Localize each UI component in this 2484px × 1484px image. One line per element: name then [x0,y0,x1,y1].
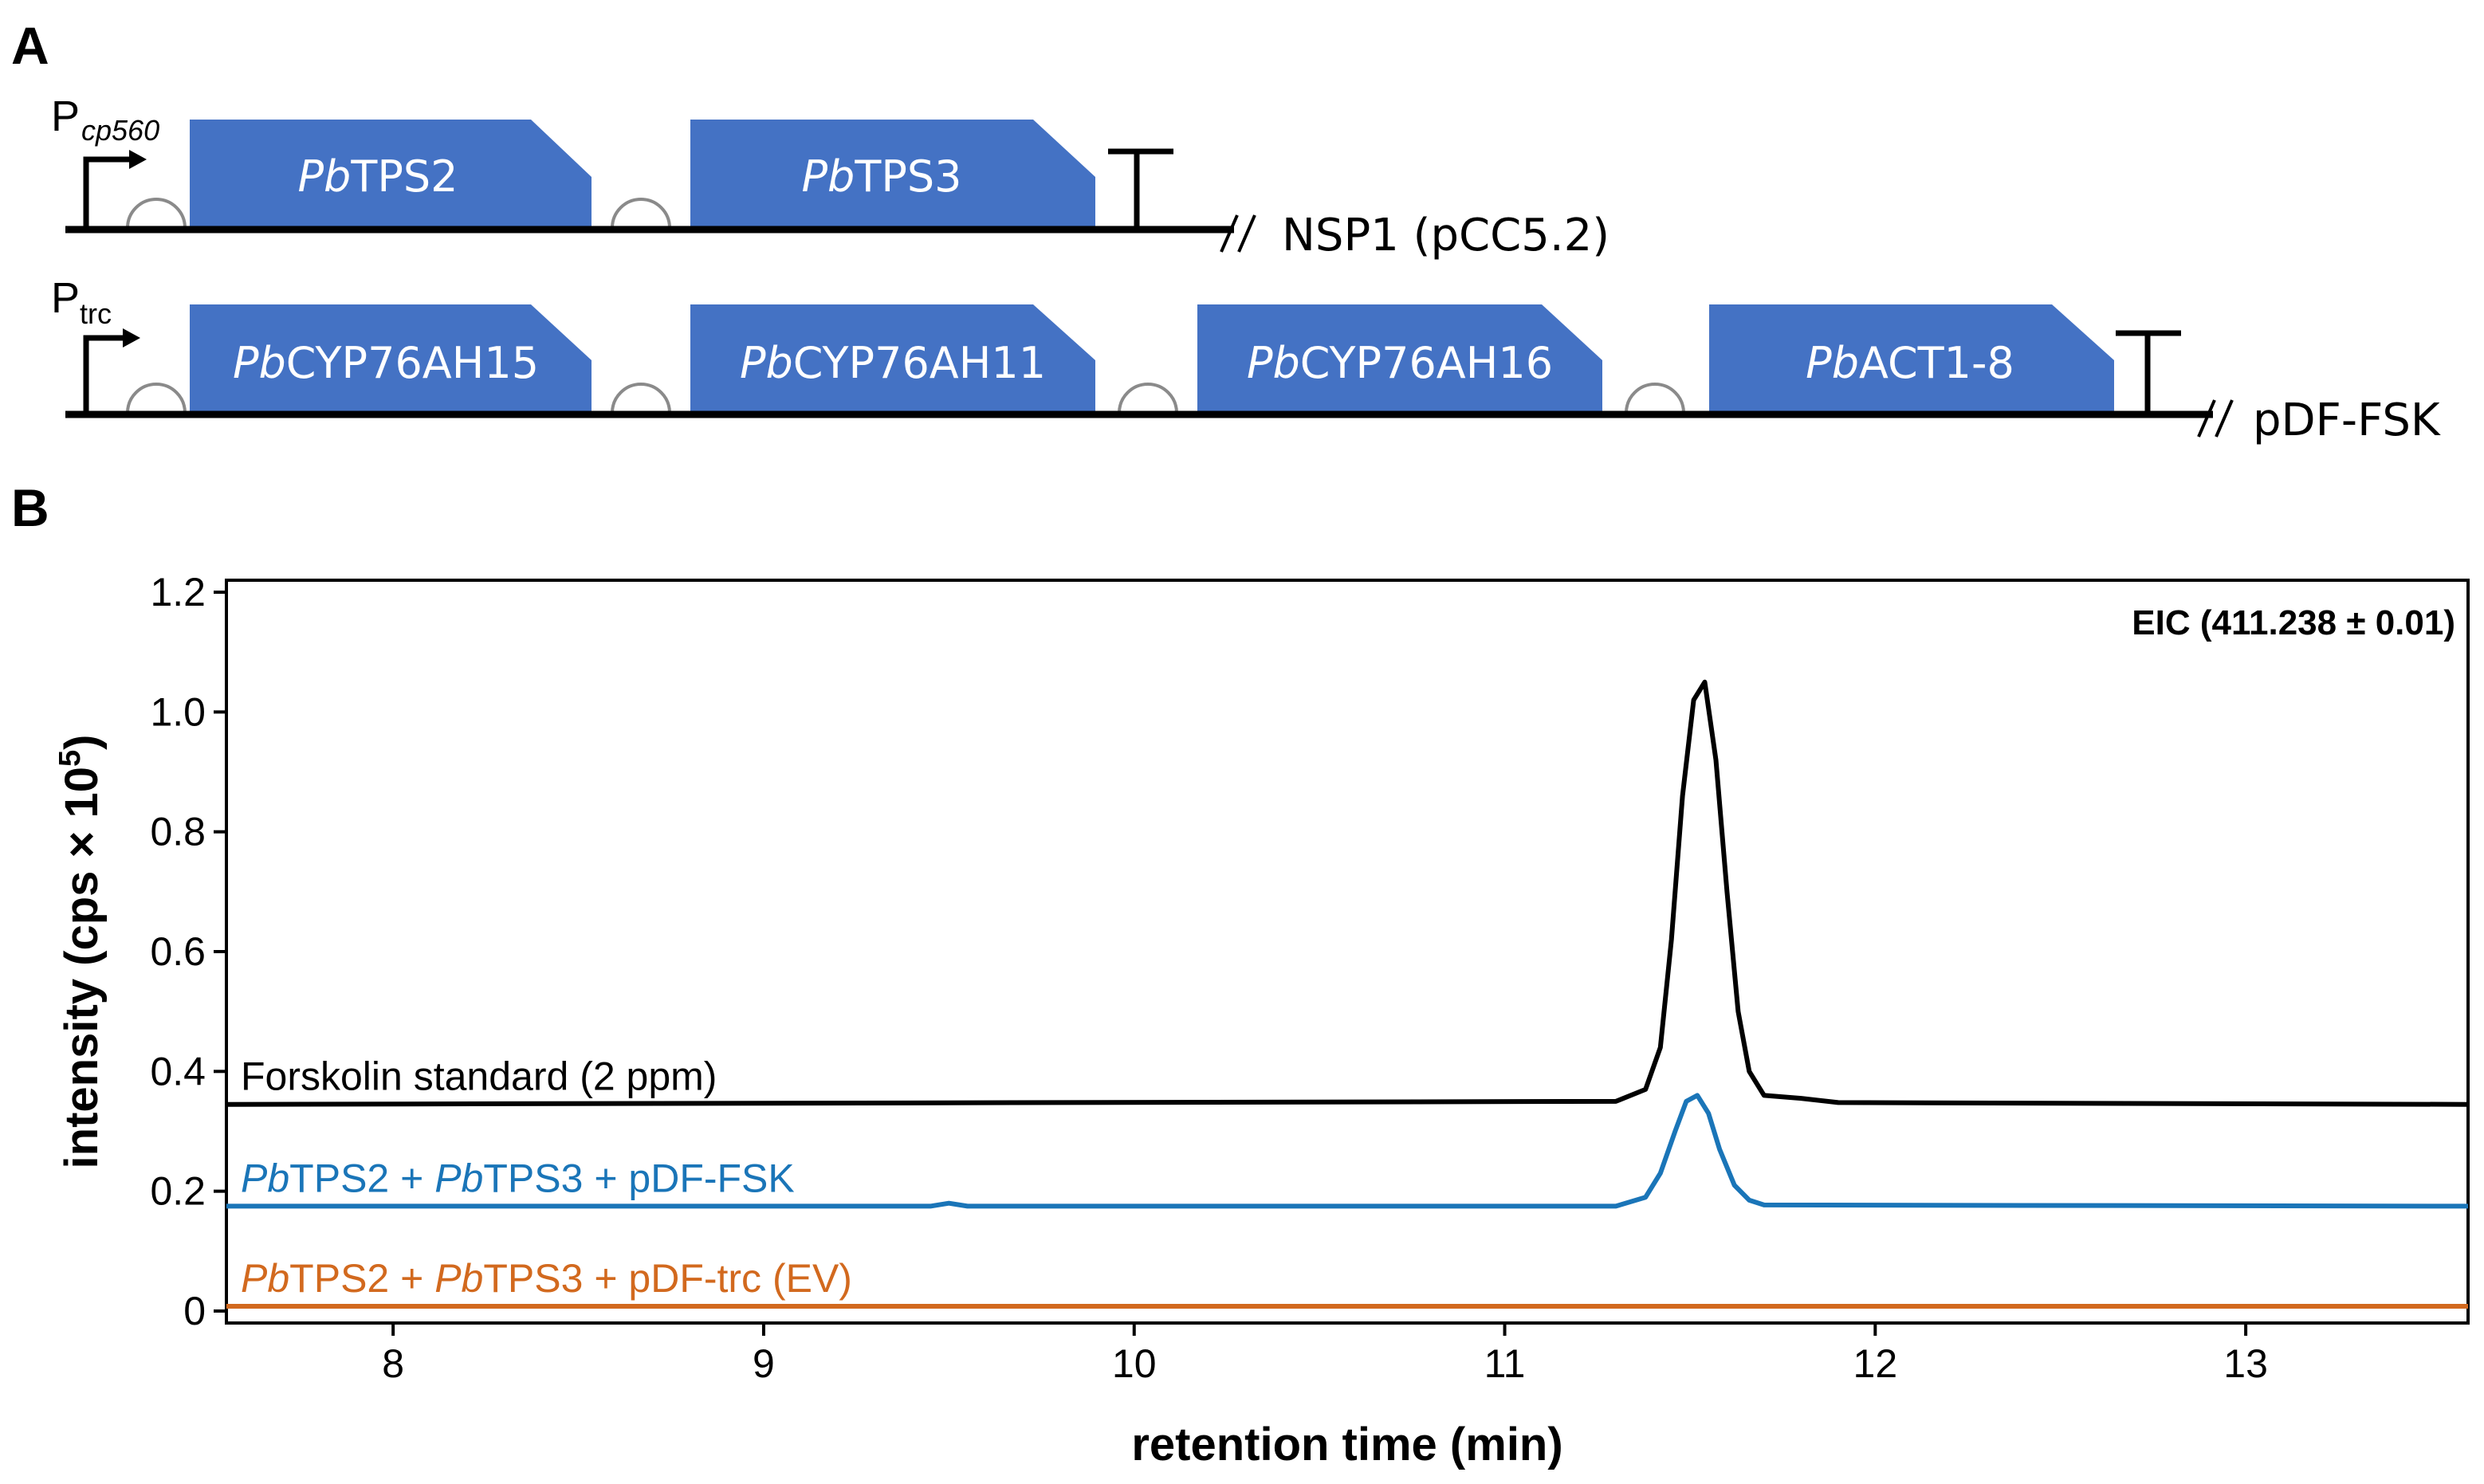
series-lines [226,679,2469,1309]
series-label-2: PbTPS2 + PbTPS3 + pDF-trc (EV) [241,1256,852,1301]
y-tick-label: 0.2 [150,1169,206,1214]
x-tick-label: 13 [2223,1341,2268,1386]
rbs-1 [126,198,187,229]
gene-pbtps2: PbTPS2 [190,120,592,228]
x-axis-title: retention time (min) [1131,1419,1562,1470]
construct-nsp1: P cp560 PbTPS2 PbTPS3 NSP1 (pCC5.2) [51,92,1609,261]
gene-pbcyp76ah15-label: PbCYP76AH15 [233,338,539,388]
gene-pbtps3-label: PbTPS3 [801,151,961,202]
rbs-5 [1118,383,1178,414]
y-axis-title: intensity (cps × 105) [53,735,108,1169]
chromatogram-chart: 8 9 10 11 12 13 0 0.2 0.4 0.6 0.8 1.0 1.2 Forskolin… [53,570,2470,1470]
rbs-3 [126,383,187,414]
plot-frame [225,579,2470,1325]
series-label-1: PbTPS2 + PbTPS3 + pDF-FSK [241,1156,795,1200]
rbs-2 [611,198,671,229]
plasmid-label-nsp1: NSP1 (pCC5.2) [1282,210,1609,261]
gene-pbtps3: PbTPS3 [690,120,1095,228]
terminator-2 [2116,330,2181,413]
terminator-1 [1108,148,1173,228]
y-tick-label: 0.6 [150,929,206,974]
x-axis-ticks: 8 9 10 11 12 13 [382,1323,2268,1386]
series-labels: Forskolin standard (2 ppm) PbTPS2 + PbTPS… [241,1054,852,1301]
gene-pbcyp76ah16-label: PbCYP76AH16 [1247,338,1553,388]
eic-annotation: EIC (411.238 ± 0.01) [2132,603,2455,642]
x-tick-label: 8 [382,1341,404,1386]
panel-a-letter: A [11,16,49,75]
construct-pdf-fsk: P trc PbCYP76AH15 PbCYP76AH11 PbCYP76AH1… [51,274,2441,446]
y-axis-ticks: 0 0.2 0.4 0.6 0.8 1.0 1.2 [150,570,226,1333]
x-tick-label: 9 [753,1341,775,1386]
rbs-6 [1625,383,1685,414]
gene-pbcyp76ah15: PbCYP76AH15 [190,304,592,413]
series-line-0 [226,679,2469,1107]
promoter-cp560-label: P [51,92,80,140]
promoter-cp560-sub: cp560 [81,114,159,147]
promoter-trc: P trc [51,274,140,414]
gene-pbact1-8: PbACT1-8 [1709,304,2114,413]
promoter-trc-label: P [51,274,80,322]
promoter-trc-sub: trc [80,297,112,330]
rbs-4 [611,383,671,414]
gene-pbtps2-label: PbTPS2 [297,151,458,202]
y-tick-label: 0 [183,1289,206,1333]
gene-pbcyp76ah11: PbCYP76AH11 [690,304,1095,413]
panel-b-letter: B [11,478,49,537]
y-tick-label: 0.8 [150,810,206,854]
break-mark-2 [2197,399,2234,438]
x-tick-label: 11 [1484,1341,1526,1386]
x-tick-label: 12 [1853,1341,1898,1386]
x-tick-label: 10 [1112,1341,1157,1386]
y-tick-label: 1.0 [150,689,206,734]
gene-pbcyp76ah16: PbCYP76AH16 [1197,304,1602,413]
y-tick-label: 0.4 [150,1049,206,1093]
series-label-0: Forskolin standard (2 ppm) [241,1054,717,1099]
break-mark-1 [1220,214,1256,253]
y-tick-label: 1.2 [150,570,206,614]
gene-pbact1-8-label: PbACT1-8 [1806,338,2014,388]
plasmid-label-pdf-fsk: pDF-FSK [2253,395,2441,446]
gene-pbcyp76ah11-label: PbCYP76AH11 [740,338,1046,388]
series-line-1 [226,1093,2469,1209]
promoter-cp560: P cp560 [51,92,159,228]
